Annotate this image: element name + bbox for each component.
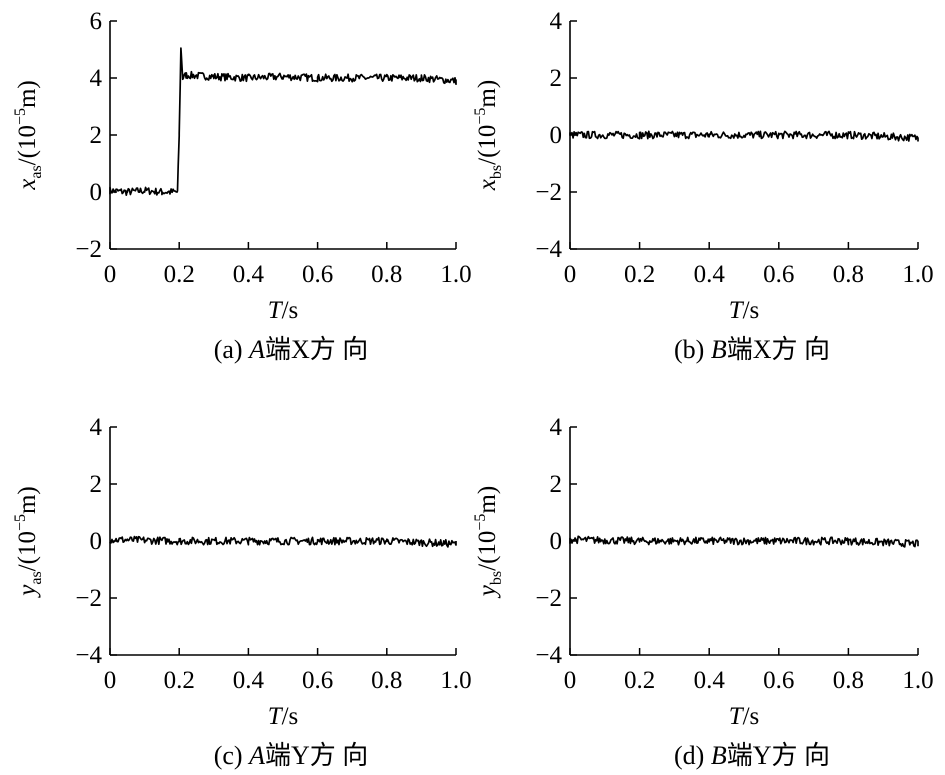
x-tick-label: 0.4	[694, 261, 726, 288]
x-tick-label: 0.4	[694, 667, 726, 694]
y-tick-label: −2	[75, 236, 102, 263]
x-tick-label: 0.8	[371, 667, 402, 694]
y-tick-label: 2	[550, 471, 563, 498]
y-tick-label: −4	[535, 642, 562, 669]
data-series-line	[569, 535, 919, 548]
x-tick-label: 0.2	[164, 667, 195, 694]
x-tick-label: 0.8	[833, 261, 864, 288]
data-series-line	[109, 47, 457, 197]
y-tick-label: 2	[550, 65, 563, 92]
panel-caption: (c) A端Y方 向	[214, 741, 369, 770]
panel-caption: (d) B端Y方 向	[674, 741, 830, 770]
x-tick-label: 1.0	[902, 261, 933, 288]
y-tick-label: −2	[535, 585, 562, 612]
y-tick-label: 0	[90, 528, 103, 555]
x-tick-label: 0.2	[164, 261, 195, 288]
data-series-line	[109, 535, 457, 548]
chart-panel-c: −4 −2 0 2 4 0 0.2 0.4 0.6 0.8 1.0 T/s yas/(10−5m) (c)…	[12, 414, 472, 770]
x-tick-label: 0.2	[624, 261, 655, 288]
y-tick-label: 4	[90, 65, 103, 92]
y-tick-label: 4	[550, 414, 563, 441]
chart-panel-b: −4 −2 0 2 4 0 0.2 0.4 0.6 0.8 1.0 T/s xbs/(10−5m) (b)…	[472, 8, 934, 364]
x-axis-label: T/s	[729, 703, 760, 730]
x-tick-label: 0	[104, 667, 117, 694]
y-tick-label: −4	[75, 642, 102, 669]
y-tick-label: 4	[550, 8, 563, 35]
y-tick-label: 4	[90, 414, 103, 441]
y-tick-label: 2	[90, 471, 103, 498]
x-tick-label: 0	[564, 261, 577, 288]
panel-caption: (b) B端X方 向	[674, 335, 830, 364]
y-tick-label: 6	[90, 8, 103, 35]
x-axis-label: T/s	[729, 297, 760, 324]
x-tick-label: 1.0	[902, 667, 933, 694]
x-tick-label: 0	[564, 667, 577, 694]
x-tick-label: 0.6	[763, 261, 794, 288]
x-tick-label: 1.0	[440, 261, 471, 288]
panel-caption: (a) A端X方 向	[214, 335, 369, 364]
x-tick-label: 0.8	[371, 261, 402, 288]
y-axis-label: yas/(10−5m)	[12, 486, 45, 599]
y-tick-label: −2	[535, 179, 562, 206]
chart-panel-d: −4 −2 0 2 4 0 0.2 0.4 0.6 0.8 1.0 T/s ybs/(10−5m) (d)…	[472, 414, 934, 770]
y-tick-label: −4	[535, 236, 562, 263]
data-series-line	[569, 130, 919, 142]
y-tick-label: 2	[90, 122, 103, 149]
y-axis-label: ybs/(10−5m)	[472, 486, 505, 599]
x-tick-label: 0.4	[233, 667, 265, 694]
x-tick-label: 0.6	[302, 261, 333, 288]
y-tick-label: 0	[550, 122, 563, 149]
x-tick-label: 0.4	[233, 261, 265, 288]
x-tick-label: 0.2	[624, 667, 655, 694]
x-tick-label: 0.6	[302, 667, 333, 694]
x-tick-label: 0.8	[833, 667, 864, 694]
x-axis-label: T/s	[268, 297, 299, 324]
x-tick-label: 0	[104, 261, 117, 288]
x-tick-label: 1.0	[440, 667, 471, 694]
y-axis-label: xbs/(10−5m)	[472, 80, 505, 191]
y-tick-label: 0	[550, 528, 563, 555]
y-tick-label: −2	[75, 585, 102, 612]
y-tick-label: 0	[90, 179, 103, 206]
x-tick-label: 0.6	[763, 667, 794, 694]
y-axis-label: xas/(10−5m)	[12, 80, 45, 191]
x-axis-label: T/s	[268, 703, 299, 730]
